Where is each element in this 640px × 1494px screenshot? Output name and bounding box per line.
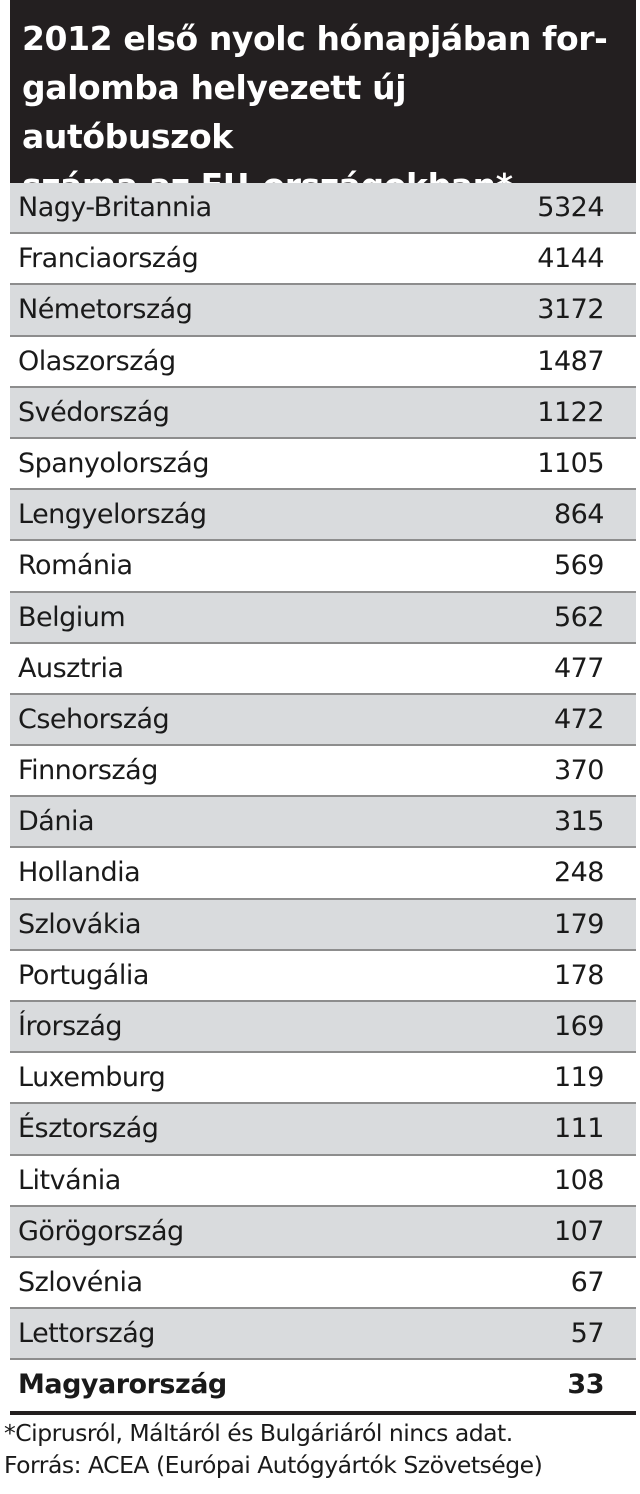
country-label: Németország <box>18 294 193 326</box>
country-label: Portugália <box>18 959 149 991</box>
table-row: Görögország 107 <box>10 1206 636 1258</box>
table-row: Szlovákia 179 <box>10 899 636 951</box>
table-row: Csehország 472 <box>10 694 636 747</box>
bus-count-value: 370 <box>553 755 605 787</box>
chart-title: 2012 első nyolc hónapjában for- galomba … <box>22 19 608 205</box>
title-box: 2012 első nyolc hónapjában for- galomba … <box>10 0 636 205</box>
table-row: Ausztria 477 <box>10 644 636 695</box>
table-row: Luxemburg 119 <box>10 1053 636 1105</box>
footnote: *Ciprusról, Máltáról és Bulgáriáról ninc… <box>4 1419 513 1447</box>
table-row: Franciaország 4144 <box>10 234 636 286</box>
table-row: Svédország 1122 <box>10 387 636 439</box>
bus-count-value: 315 <box>553 806 605 838</box>
bus-count-value: 67 <box>570 1266 605 1298</box>
bus-count-value: 178 <box>553 959 605 991</box>
data-table: Nagy-Britannia 5324 Franciaország 4144 Német… <box>10 183 636 1412</box>
country-label: Hollandia <box>18 857 141 889</box>
table-row: Hollandia 248 <box>10 848 636 900</box>
table-row: Németország 3172 <box>10 285 636 337</box>
table-row: Szlovénia 67 <box>10 1258 636 1310</box>
country-label: Szlovákia <box>18 908 142 940</box>
bus-count-value: 477 <box>553 652 605 684</box>
table-row: Belgium 562 <box>10 592 636 644</box>
country-label: Magyarország <box>18 1369 227 1401</box>
table-row: Dánia 315 <box>10 797 636 849</box>
country-label: Spanyolország <box>18 447 209 479</box>
bus-count-value: 3172 <box>537 294 604 326</box>
bus-count-value: 108 <box>553 1164 605 1196</box>
country-label: Ausztria <box>18 652 124 684</box>
bus-count-value: 57 <box>570 1318 605 1350</box>
country-label: Dánia <box>18 806 95 838</box>
bus-count-value: 169 <box>553 1011 605 1042</box>
bus-count-value: 569 <box>553 550 605 582</box>
bus-count-value: 248 <box>553 857 605 889</box>
table-row: Litvánia 108 <box>10 1156 636 1207</box>
bus-count-value: 33 <box>567 1369 604 1401</box>
country-label: Franciaország <box>18 243 199 275</box>
country-label: Finnország <box>18 755 158 787</box>
country-label: Belgium <box>18 601 126 633</box>
bus-count-value: 107 <box>553 1215 605 1247</box>
country-label: Szlovénia <box>18 1266 143 1298</box>
table-row: Észtország 111 <box>10 1104 636 1156</box>
bus-count-value: 1122 <box>537 396 604 428</box>
table-row: Nagy-Britannia 5324 <box>10 183 636 235</box>
country-label: Olaszország <box>18 345 176 377</box>
table-row: Románia 569 <box>10 541 636 593</box>
bus-count-value: 4144 <box>537 243 604 275</box>
country-label: Lengyelország <box>18 499 207 531</box>
source-note: Forrás: ACEA (Európai Autógyártók Szövet… <box>4 1451 543 1479</box>
country-label: Litvánia <box>18 1164 121 1196</box>
country-label: Nagy-Britannia <box>18 192 212 223</box>
table-row: Magyarország 33 <box>10 1360 636 1412</box>
bus-count-value: 864 <box>553 499 605 531</box>
country-label: Észtország <box>18 1113 159 1145</box>
notes: *Ciprusról, Máltáról és Bulgáriáról ninc… <box>4 1417 636 1481</box>
table-bottom-rule <box>10 1411 636 1415</box>
table-row: Írország 169 <box>10 1002 636 1054</box>
country-label: Írország <box>18 1011 123 1042</box>
table-row: Lengyelország 864 <box>10 490 636 542</box>
table-row: Spanyolország 1105 <box>10 439 636 491</box>
country-label: Görögország <box>18 1215 184 1247</box>
country-label: Lettország <box>18 1318 155 1350</box>
bus-count-value: 5324 <box>537 192 604 223</box>
country-label: Svédország <box>18 396 170 428</box>
country-label: Románia <box>18 550 133 582</box>
table-row: Lettország 57 <box>10 1309 636 1361</box>
table-row: Finnország 370 <box>10 746 636 798</box>
bus-count-value: 179 <box>553 908 605 940</box>
country-label: Csehország <box>18 703 170 735</box>
table-row: Portugália 178 <box>10 951 636 1002</box>
bus-count-value: 562 <box>553 601 605 633</box>
bus-count-value: 1487 <box>537 345 604 377</box>
table-row: Olaszország 1487 <box>10 337 636 388</box>
bus-count-value: 472 <box>553 703 605 735</box>
bus-count-value: 119 <box>553 1062 605 1094</box>
bus-count-value: 1105 <box>537 447 604 479</box>
country-label: Luxemburg <box>18 1062 166 1094</box>
bus-count-value: 111 <box>553 1113 605 1145</box>
